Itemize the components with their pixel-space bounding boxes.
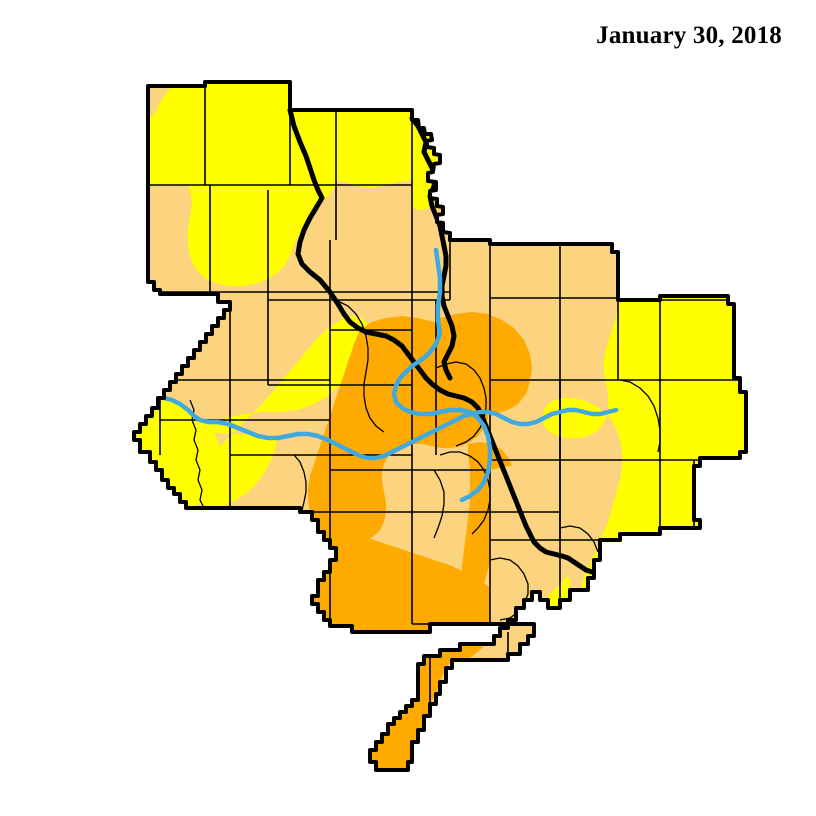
state-boundary	[287, 107, 611, 575]
d1-region-southeast-patch	[490, 466, 584, 644]
rivers-layer	[161, 247, 619, 503]
state-boundary-upper	[409, 115, 457, 381]
page-title: January 30, 2018	[596, 22, 782, 49]
d0-region-northwest	[148, 86, 205, 185]
river-north-branch	[391, 247, 493, 503]
region-outline	[132, 80, 748, 772]
d0-region-east	[542, 296, 746, 590]
state-boundary-line	[287, 107, 611, 575]
d0-region-north	[156, 82, 412, 286]
d0-region-central-west	[194, 316, 370, 508]
river-main-east-west	[161, 395, 619, 461]
d2-region-south	[300, 510, 548, 770]
d2-region-confluence	[440, 312, 532, 414]
